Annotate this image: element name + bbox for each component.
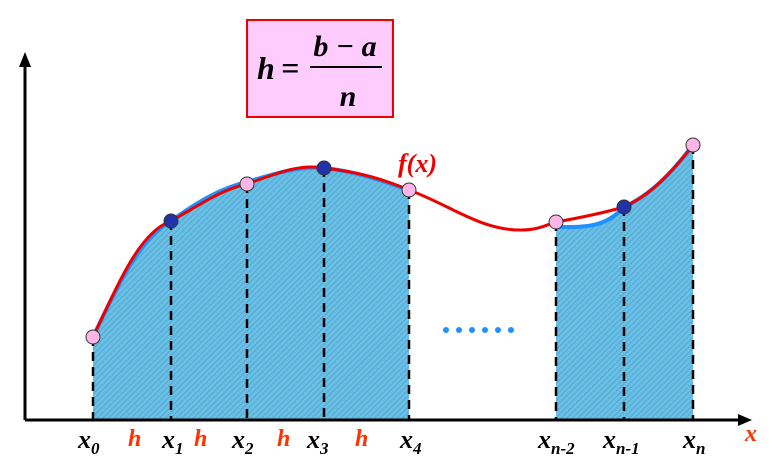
axis-label: x xyxy=(744,421,757,447)
node-label: xn xyxy=(682,425,705,458)
node-label: x4 xyxy=(399,425,422,458)
node-base: x xyxy=(306,425,320,454)
node-label: xn-1 xyxy=(602,425,640,458)
ordinates xyxy=(91,145,695,420)
formula-box xyxy=(246,19,394,118)
node-sub: n-2 xyxy=(551,439,575,458)
node-label: x1 xyxy=(161,425,184,458)
shaded-area xyxy=(93,167,409,420)
node-base: x xyxy=(161,425,175,454)
node-base: x xyxy=(537,425,551,454)
node-base: x xyxy=(231,425,245,454)
node-label: xn-2 xyxy=(537,425,575,458)
node-base: x xyxy=(682,425,696,454)
formula-equals: = xyxy=(281,50,299,86)
node-label: x3 xyxy=(306,425,329,458)
node-sub: 3 xyxy=(319,439,329,458)
node-label: x0 xyxy=(77,425,100,458)
step-label: h xyxy=(194,426,207,452)
step-label: h xyxy=(128,426,141,452)
function-label: f(x) xyxy=(398,149,437,178)
node-sub: 4 xyxy=(412,439,422,458)
formula-denominator: n xyxy=(340,80,357,113)
ellipsis xyxy=(443,327,514,333)
node-sub: n-1 xyxy=(616,439,640,458)
node-base: x xyxy=(77,425,91,454)
node-sub: 2 xyxy=(244,439,254,458)
points xyxy=(85,137,701,345)
node-sub: 0 xyxy=(91,439,100,458)
node-base: x xyxy=(602,425,616,454)
step-label: h xyxy=(277,426,290,452)
x-arrow xyxy=(738,414,752,426)
node-base: x xyxy=(399,425,413,454)
formula-lhs: h xyxy=(257,50,275,86)
formula-numerator: b − a xyxy=(313,30,376,63)
step-label: h xyxy=(355,426,368,452)
node-labels: x0 x1 x2 x3 x4 xn-2 xn-1 xn xyxy=(77,425,705,458)
y-arrow xyxy=(19,52,31,67)
node-sub: 1 xyxy=(175,439,184,458)
node-label: x2 xyxy=(231,425,254,458)
node-sub: n xyxy=(696,439,705,458)
